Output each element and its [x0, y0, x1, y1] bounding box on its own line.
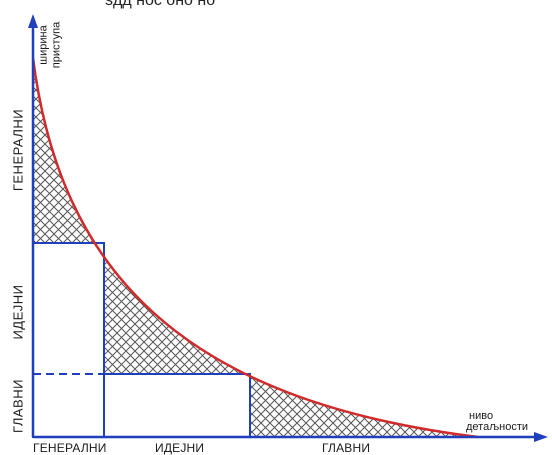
y-category-glavni: ГЛАВНИ: [10, 379, 26, 433]
x-category-idejni: ИДЕЈНИ: [155, 441, 205, 455]
y-axis-arrow-icon: [28, 14, 38, 28]
x-axis-label-line1: ниво: [469, 410, 494, 422]
hatched-region: [33, 58, 478, 437]
generalni-block: [32, 242, 105, 438]
y-axis-label-line2: приступа: [50, 21, 63, 69]
x-category-glavni: ГЛАВНИ: [322, 441, 371, 455]
y-category-generalni: ГЕНЕРАЛНИ: [10, 108, 26, 192]
idejni-block: [103, 373, 251, 438]
cropped-title: ѕдд нос оно но: [105, 0, 216, 9]
scope-curve: [31, 57, 479, 439]
x-axis-label-line2: детаљности: [466, 421, 529, 433]
y-axis-label-line1: ширина: [37, 25, 50, 65]
x-category-generalni: ГЕНЕРАЛНИ: [33, 441, 107, 455]
x-axis-arrow-icon: [534, 432, 548, 442]
y-category-idejni: ИДЕЈНИ: [10, 284, 26, 340]
